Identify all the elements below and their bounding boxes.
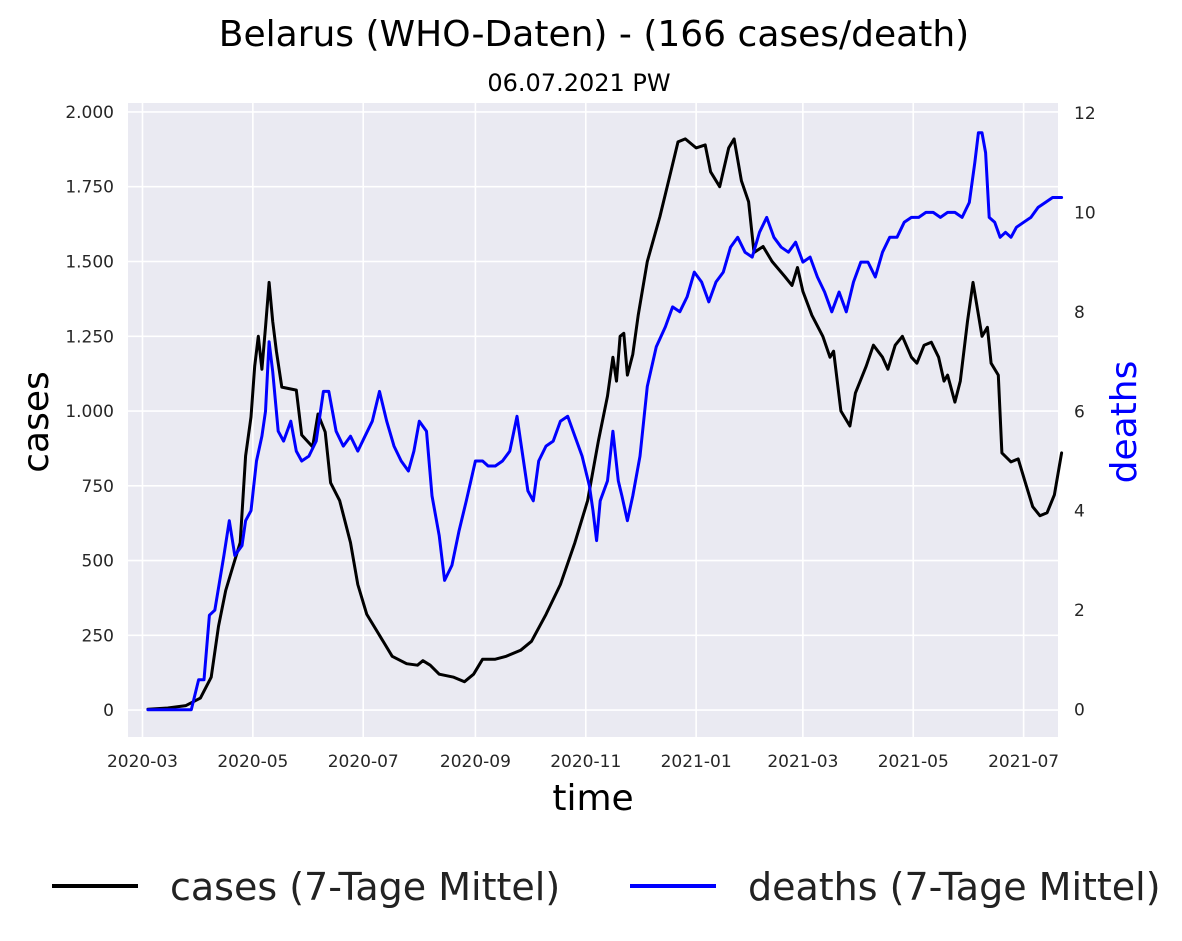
y-tick-label: 500 (82, 552, 114, 572)
plot-area (128, 103, 1058, 737)
y-tick-label: 2.000 (65, 103, 114, 123)
series-lines (146, 131, 1064, 712)
y-tick-label: 250 (82, 626, 114, 646)
y-tick-label: 750 (82, 477, 114, 497)
y2-tick-label: 4 (1074, 502, 1085, 522)
chart-title: Belarus (WHO-Daten) - (166 cases/death) (219, 14, 969, 55)
y-tick-label: 1.250 (65, 327, 114, 347)
chart-subtitle: 06.07.2021 PW (487, 69, 670, 97)
x-tick-label: 2020-03 (107, 752, 178, 772)
x-axis-label: time (552, 778, 633, 819)
legend-label-deaths: deaths (7-Tage Mittel) (748, 865, 1161, 909)
y-tick-label: 1.000 (65, 402, 114, 422)
y-tick-label: 1.750 (65, 178, 114, 198)
x-tick-labels: 2020-03 2020-05 2020-07 2020-09 2020-11 2021-… (107, 752, 1059, 772)
y2-tick-label: 6 (1074, 402, 1085, 422)
y-gridlines (128, 111, 1058, 711)
x-tick-label: 2020-05 (217, 752, 288, 772)
y2-tick-label: 12 (1074, 104, 1096, 124)
y2-axis-label: deaths (1104, 361, 1145, 484)
x-tick-label: 2021-03 (767, 752, 838, 772)
y2-tick-label: 2 (1074, 601, 1085, 621)
x-tick-label: 2020-07 (328, 752, 399, 772)
y-tick-label: 1.500 (65, 253, 114, 273)
legend-label-cases: cases (7-Tage Mittel) (170, 865, 560, 909)
x-gridlines (141, 103, 1025, 737)
y-tick-labels: 0 250 500 750 1.000 1.250 1.500 1.750 2.000 (65, 103, 114, 721)
y-axis-label: cases (16, 371, 57, 473)
x-tick-label: 2021-01 (661, 752, 732, 772)
legend: cases (7-Tage Mittel) deaths (7-Tage Mit… (52, 865, 1161, 909)
y2-tick-label: 10 (1074, 203, 1096, 223)
y2-tick-label: 8 (1074, 303, 1085, 323)
x-tick-label: 2020-09 (440, 752, 511, 772)
y-tick-label: 0 (103, 701, 114, 721)
deaths-line (146, 131, 1064, 712)
x-tick-label: 2021-07 (988, 752, 1059, 772)
x-tick-label: 2021-05 (878, 752, 949, 772)
y2-tick-label: 0 (1074, 701, 1085, 721)
cases-line (146, 137, 1064, 711)
y2-tick-labels: 0 2 4 6 8 10 12 (1074, 104, 1096, 721)
x-tick-label: 2020-11 (550, 752, 621, 772)
